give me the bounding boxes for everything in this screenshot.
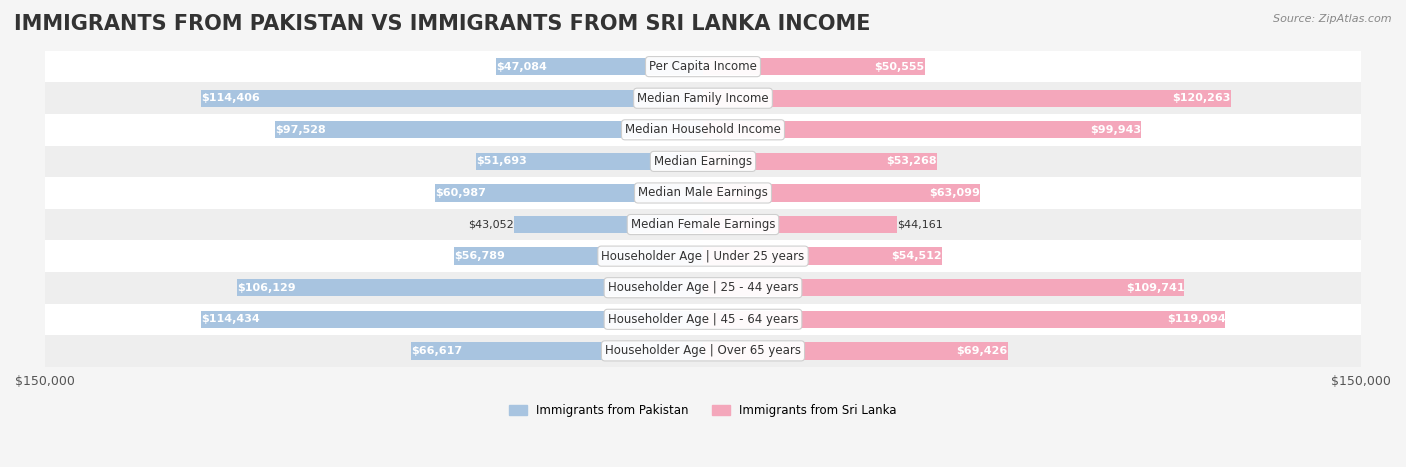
Text: $120,263: $120,263 xyxy=(1173,93,1230,103)
Text: $50,555: $50,555 xyxy=(875,62,925,71)
Bar xyxy=(703,153,936,170)
Bar xyxy=(276,121,703,139)
Text: Householder Age | Under 25 years: Householder Age | Under 25 years xyxy=(602,250,804,262)
Bar xyxy=(45,177,1361,209)
Bar xyxy=(45,241,1361,272)
Text: Householder Age | Over 65 years: Householder Age | Over 65 years xyxy=(605,344,801,357)
Text: Median Female Earnings: Median Female Earnings xyxy=(631,218,775,231)
Text: Median Earnings: Median Earnings xyxy=(654,155,752,168)
Legend: Immigrants from Pakistan, Immigrants from Sri Lanka: Immigrants from Pakistan, Immigrants fro… xyxy=(505,399,901,422)
Text: $114,406: $114,406 xyxy=(201,93,260,103)
Text: $109,741: $109,741 xyxy=(1126,283,1184,293)
Text: Householder Age | 45 - 64 years: Householder Age | 45 - 64 years xyxy=(607,313,799,326)
Bar xyxy=(703,121,1142,139)
Bar xyxy=(45,209,1361,241)
Bar xyxy=(496,58,703,75)
Text: $66,617: $66,617 xyxy=(411,346,463,356)
Text: Source: ZipAtlas.com: Source: ZipAtlas.com xyxy=(1274,14,1392,24)
Text: $60,987: $60,987 xyxy=(436,188,486,198)
Text: $43,052: $43,052 xyxy=(468,219,515,230)
Text: Householder Age | 25 - 44 years: Householder Age | 25 - 44 years xyxy=(607,281,799,294)
Bar xyxy=(454,248,703,265)
Text: IMMIGRANTS FROM PAKISTAN VS IMMIGRANTS FROM SRI LANKA INCOME: IMMIGRANTS FROM PAKISTAN VS IMMIGRANTS F… xyxy=(14,14,870,34)
Bar xyxy=(45,83,1361,114)
Text: $54,512: $54,512 xyxy=(891,251,942,261)
Text: $51,693: $51,693 xyxy=(477,156,527,166)
Text: $97,528: $97,528 xyxy=(276,125,326,135)
Bar xyxy=(201,311,703,328)
Bar xyxy=(411,342,703,360)
Text: $47,084: $47,084 xyxy=(496,62,547,71)
Text: $106,129: $106,129 xyxy=(238,283,297,293)
Bar xyxy=(45,146,1361,177)
Text: Median Household Income: Median Household Income xyxy=(626,123,780,136)
Bar xyxy=(703,279,1184,297)
Bar xyxy=(436,184,703,202)
Bar xyxy=(238,279,703,297)
Text: $114,434: $114,434 xyxy=(201,314,260,324)
Bar xyxy=(703,248,942,265)
Bar xyxy=(477,153,703,170)
Bar xyxy=(703,90,1230,107)
Bar xyxy=(515,216,703,233)
Bar xyxy=(703,58,925,75)
Text: $63,099: $63,099 xyxy=(929,188,980,198)
Text: $53,268: $53,268 xyxy=(886,156,936,166)
Bar xyxy=(45,304,1361,335)
Bar xyxy=(703,216,897,233)
Bar xyxy=(45,335,1361,367)
Text: $69,426: $69,426 xyxy=(956,346,1008,356)
Bar xyxy=(703,184,980,202)
Text: Median Family Income: Median Family Income xyxy=(637,92,769,105)
Text: $56,789: $56,789 xyxy=(454,251,505,261)
Bar xyxy=(703,311,1226,328)
Text: $99,943: $99,943 xyxy=(1090,125,1142,135)
Bar xyxy=(201,90,703,107)
Bar xyxy=(45,272,1361,304)
Bar xyxy=(45,114,1361,146)
Text: $119,094: $119,094 xyxy=(1167,314,1226,324)
Text: Per Capita Income: Per Capita Income xyxy=(650,60,756,73)
Text: Median Male Earnings: Median Male Earnings xyxy=(638,186,768,199)
Bar xyxy=(703,342,1008,360)
Text: $44,161: $44,161 xyxy=(897,219,942,230)
Bar xyxy=(45,51,1361,83)
